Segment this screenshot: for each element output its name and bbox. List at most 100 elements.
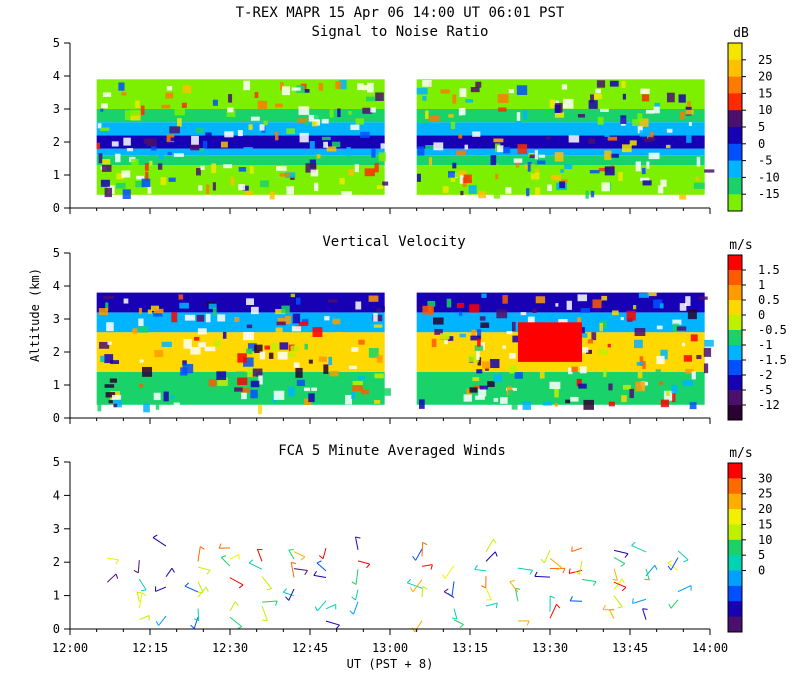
heatmap-cell (592, 94, 602, 100)
heatmap-cell (304, 343, 308, 350)
snr-colorbar: dB 25 20 15 10 5 0 -5 -10 -15 (727, 26, 780, 212)
heatmap-cell (609, 153, 619, 158)
heatmap-cell (463, 174, 472, 184)
heatmap-cell (160, 177, 167, 185)
heatmap-cell (157, 163, 163, 170)
heatmap-cell (355, 118, 364, 125)
heatmap-cell (228, 94, 233, 103)
colorbar-swatch (728, 585, 742, 602)
heatmap-cell (482, 361, 491, 369)
heatmap-cell (212, 99, 218, 106)
heatmap-cell (107, 341, 112, 345)
heatmap-cell (502, 295, 508, 304)
heatmap-cell (495, 173, 499, 180)
heatmap-cell (293, 362, 300, 368)
heatmap-cell (645, 109, 654, 114)
heatmap-cell (554, 402, 558, 407)
heatmap-cell (350, 124, 360, 131)
heatmap-cell (622, 144, 632, 153)
colorbar-label: -5 (758, 154, 772, 168)
heatmap-cell (564, 164, 573, 170)
heatmap-cell (147, 309, 152, 314)
colorbar-label: 10 (758, 103, 772, 117)
heatmap-cell (291, 87, 301, 91)
colorbar-label: 1 (758, 278, 765, 292)
colorbar-label: 25 (758, 487, 772, 501)
heatmap-cell (310, 169, 319, 177)
heatmap-cell (460, 107, 466, 116)
wind-barb (218, 543, 231, 549)
wind-barb (293, 568, 308, 575)
y-tick-label: 1 (53, 168, 60, 182)
heatmap-cell (511, 404, 518, 410)
heatmap-cell (292, 313, 301, 324)
wind-barb (133, 560, 140, 574)
heatmap-cell (489, 358, 500, 369)
wind-barb (165, 567, 175, 578)
heatmap-cell (626, 310, 636, 321)
heatmap-cell (244, 190, 254, 196)
heatmap-cell (620, 317, 624, 321)
wind-barb (261, 576, 272, 591)
heatmap-cell (659, 303, 664, 309)
heatmap-cell (243, 147, 253, 155)
heatmap-cell (358, 339, 365, 345)
heatmap-cell (502, 345, 507, 349)
heatmap-cell (477, 338, 481, 347)
heatmap-cell (479, 385, 488, 390)
heatmap-cell (527, 161, 532, 172)
heatmap-cell (135, 181, 145, 188)
wind-barb (220, 555, 231, 567)
heatmap-cell (703, 363, 709, 374)
heatmap-cell (484, 367, 489, 371)
heatmap-cell (318, 356, 327, 362)
heatmap-cell (367, 82, 374, 93)
heatmap-cell (364, 168, 375, 177)
heatmap-cell (508, 89, 514, 94)
heatmap-cell (459, 333, 466, 338)
heatmap-cell (496, 145, 504, 153)
y-tick-label: 0 (53, 201, 60, 215)
heatmap-cell (106, 322, 114, 332)
wind-barb (540, 550, 551, 564)
heatmap-cell (672, 323, 680, 332)
heatmap-cell (98, 153, 103, 164)
heatmap-cell (468, 185, 477, 194)
heatmap-cell (380, 143, 388, 149)
heatmap-cell (238, 184, 246, 191)
heatmap-cell (237, 353, 247, 363)
heatmap-cell (493, 138, 504, 143)
heatmap-band (416, 292, 705, 313)
heatmap-cell (683, 355, 693, 362)
heatmap-cell (138, 307, 143, 314)
wind-barb (608, 608, 615, 619)
wind-barb (229, 554, 240, 560)
wind-barb (549, 595, 555, 612)
colorbar-frame (727, 254, 743, 421)
colorbar-label: -0.5 (758, 323, 787, 337)
heatmap-cell (554, 152, 564, 162)
heatmap-cell (171, 312, 178, 323)
heatmap-cell (446, 298, 452, 308)
heatmap-cell (639, 356, 644, 366)
wind-barb (282, 588, 295, 597)
heatmap-cell (370, 107, 376, 113)
heatmap-cell (247, 367, 257, 378)
heatmap-cell (646, 161, 650, 169)
heatmap-cell (224, 131, 234, 138)
heatmap-cell (237, 130, 243, 137)
wind-barb (325, 620, 340, 630)
heatmap-cell (275, 327, 283, 336)
heatmap-cell (339, 177, 345, 185)
heatmap-cell (527, 316, 535, 325)
heatmap-cell (469, 387, 478, 393)
heatmap-cell (196, 168, 201, 176)
heatmap-cell (471, 329, 476, 338)
colorbar-label: 1.5 (758, 263, 780, 277)
heatmap-cell (455, 150, 467, 155)
heatmap-cell (515, 160, 520, 168)
heatmap-cell (115, 153, 121, 163)
wind-barb (136, 591, 143, 603)
heatmap-cell (641, 167, 646, 175)
